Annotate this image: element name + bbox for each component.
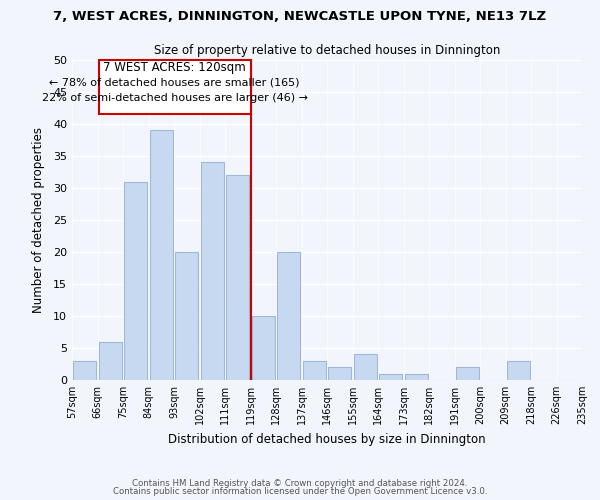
Bar [149, 130, 173, 380]
Y-axis label: Number of detached properties: Number of detached properties [32, 127, 44, 313]
FancyBboxPatch shape [99, 60, 251, 114]
Text: 22% of semi-detached houses are larger (46) →: 22% of semi-detached houses are larger (… [41, 94, 308, 104]
Text: 7 WEST ACRES: 120sqm: 7 WEST ACRES: 120sqm [103, 61, 246, 74]
Bar [73, 361, 97, 380]
Text: Contains public sector information licensed under the Open Government Licence v3: Contains public sector information licen… [113, 487, 487, 496]
Bar [506, 361, 530, 380]
Bar [277, 252, 301, 380]
Bar [124, 182, 148, 380]
Bar [404, 374, 428, 380]
Text: Contains HM Land Registry data © Crown copyright and database right 2024.: Contains HM Land Registry data © Crown c… [132, 478, 468, 488]
Bar [98, 342, 122, 380]
Bar [200, 162, 224, 380]
Title: Size of property relative to detached houses in Dinnington: Size of property relative to detached ho… [154, 44, 500, 58]
Bar [251, 316, 275, 380]
Bar [455, 367, 479, 380]
Bar [353, 354, 377, 380]
Bar [379, 374, 403, 380]
Text: ← 78% of detached houses are smaller (165): ← 78% of detached houses are smaller (16… [49, 78, 300, 88]
Bar [226, 175, 250, 380]
Bar [328, 367, 352, 380]
Bar [302, 361, 326, 380]
Bar [175, 252, 199, 380]
X-axis label: Distribution of detached houses by size in Dinnington: Distribution of detached houses by size … [168, 432, 486, 446]
Text: 7, WEST ACRES, DINNINGTON, NEWCASTLE UPON TYNE, NE13 7LZ: 7, WEST ACRES, DINNINGTON, NEWCASTLE UPO… [53, 10, 547, 23]
